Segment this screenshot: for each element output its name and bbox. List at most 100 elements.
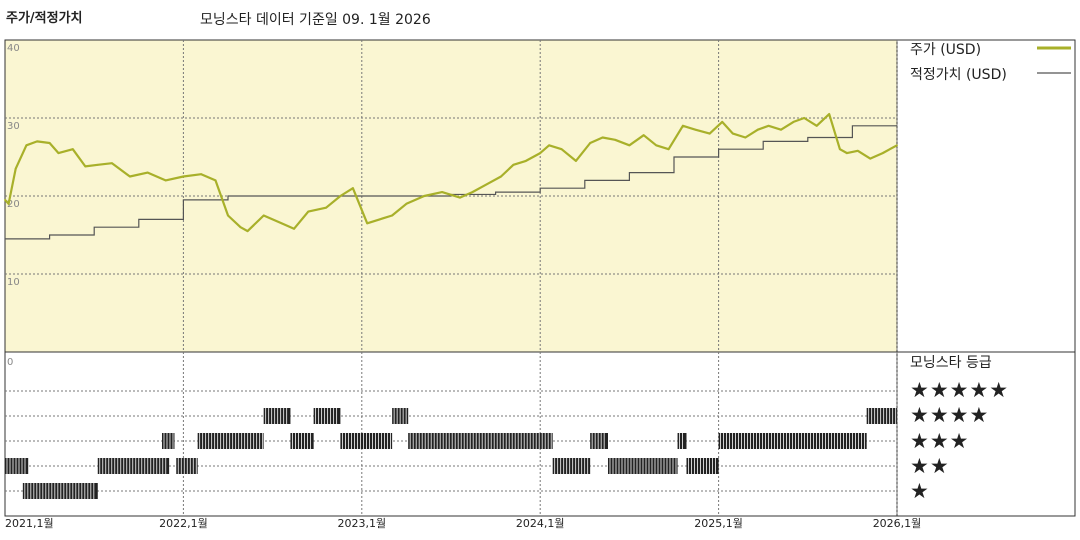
x-tick-label: 2025,1월 — [694, 517, 743, 530]
price-point — [721, 121, 724, 123]
price-point — [25, 144, 28, 147]
price-point — [869, 157, 872, 160]
price-point — [500, 175, 502, 178]
chart-title: 주가/적정가치 — [6, 11, 83, 26]
price-point — [642, 134, 645, 137]
price-point — [366, 222, 369, 225]
price-point — [339, 195, 342, 197]
price-point — [767, 124, 770, 127]
price-point — [146, 171, 149, 174]
rating-axis-label: 0 — [7, 357, 13, 368]
price-point — [280, 222, 283, 225]
price-point — [780, 128, 782, 131]
price-point — [485, 183, 488, 186]
price-point — [200, 173, 203, 176]
rating-legend-title: 모닝스타 등급 — [910, 355, 992, 371]
price-point — [293, 227, 295, 230]
y-tick-label: 40 — [7, 43, 20, 54]
price-point — [628, 144, 631, 147]
price-point — [325, 206, 328, 209]
price-point — [655, 144, 658, 147]
legend-fair-label: 적정가치 (USD) — [910, 67, 1007, 83]
price-point — [731, 132, 734, 135]
price-point — [548, 144, 551, 147]
legend-fair-value: 적정가치 (USD) — [910, 64, 1007, 84]
price-point — [803, 117, 806, 119]
star-row-4: ★★★★ — [910, 403, 990, 427]
price-point — [694, 128, 697, 131]
price-point — [4, 199, 6, 201]
price-point — [351, 187, 354, 190]
price-point — [96, 163, 99, 166]
price-point — [708, 132, 711, 135]
price-point — [539, 152, 542, 155]
price-point — [84, 165, 87, 168]
price-point — [214, 179, 217, 182]
y-tick-label: 20 — [7, 199, 20, 210]
star-row-2: ★★ — [910, 454, 950, 478]
price-point — [57, 152, 60, 155]
price-point — [378, 218, 381, 221]
price-point — [525, 160, 527, 162]
price-point — [744, 136, 747, 139]
price-point — [896, 144, 898, 147]
price-point — [7, 202, 10, 205]
price-point — [471, 191, 474, 194]
rating-bar — [677, 433, 687, 449]
price-point — [391, 214, 394, 217]
y-tick-label: 10 — [7, 277, 20, 288]
price-point — [71, 148, 74, 151]
rating-bar — [161, 433, 175, 449]
price-point — [574, 160, 577, 162]
star-row-5: ★★★★★ — [910, 378, 1010, 402]
rating-bar — [408, 433, 553, 449]
price-point — [792, 121, 795, 123]
price-point — [441, 191, 443, 194]
price-point — [839, 148, 841, 151]
price-point — [307, 210, 310, 213]
price-point — [589, 142, 592, 144]
x-tick-label: 2022,1월 — [159, 517, 208, 530]
price-point — [560, 148, 563, 151]
price-point — [815, 124, 818, 127]
x-tick-label: 2023,1월 — [337, 517, 386, 530]
rating-bar — [97, 458, 170, 474]
price-point — [856, 149, 859, 152]
price-point — [682, 124, 684, 127]
rating-bar — [590, 433, 608, 449]
price-point — [111, 162, 113, 165]
price-point — [756, 128, 759, 131]
legend-price-label: 주가 (USD) — [910, 42, 982, 58]
price-point — [667, 148, 670, 151]
price-point — [881, 152, 884, 155]
price-point — [48, 142, 51, 144]
rating-bar — [552, 458, 591, 474]
price-point — [227, 214, 229, 217]
price-point — [182, 175, 185, 178]
star-row-1: ★ — [910, 479, 930, 503]
price-point — [36, 140, 39, 143]
rating-bar — [197, 433, 264, 449]
price-point — [405, 202, 408, 205]
x-tick-label: 2021,1월 — [5, 517, 54, 530]
price-point — [14, 167, 17, 170]
price-point — [846, 152, 848, 155]
price-point — [246, 230, 249, 233]
star-row-3: ★★★ — [910, 429, 970, 453]
x-tick-label: 2026,1월 — [873, 517, 922, 530]
price-point — [239, 226, 242, 229]
price-point — [262, 214, 265, 217]
legend-price: 주가 (USD) — [910, 39, 981, 59]
fair-value-line — [5, 125, 897, 240]
price-point — [828, 113, 831, 115]
price-point — [601, 136, 604, 139]
price-point — [128, 175, 131, 178]
price-point — [614, 138, 617, 141]
price-point — [423, 195, 426, 197]
x-tick-label: 2024,1월 — [516, 517, 565, 530]
price-point — [459, 196, 461, 199]
y-tick-label: 30 — [7, 121, 20, 132]
price-point — [512, 163, 515, 166]
price-point — [164, 179, 167, 182]
